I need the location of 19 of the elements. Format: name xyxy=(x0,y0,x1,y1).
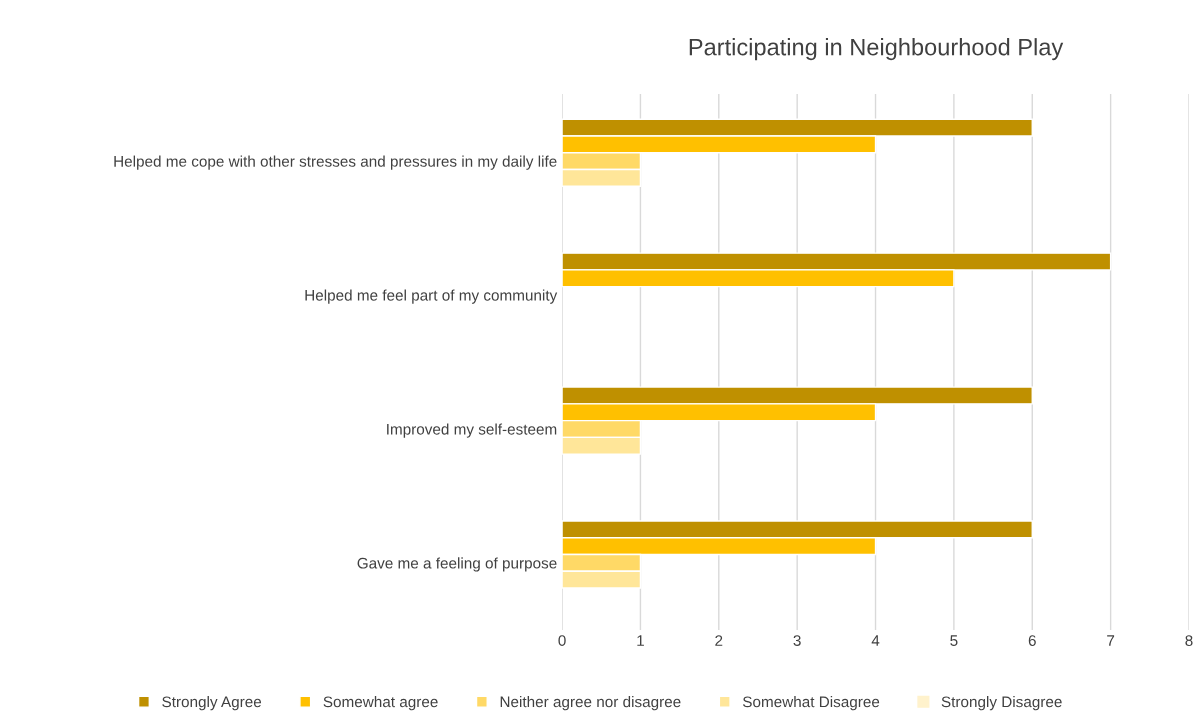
x-tick-label: 1 xyxy=(637,635,644,646)
y-tick-label: Helped me feel part of my community xyxy=(305,289,558,304)
x-tick-label: 8 xyxy=(1185,635,1193,646)
x-tick-label: 6 xyxy=(1028,635,1036,646)
chart-title: Participating in Neighbourhood Play xyxy=(689,38,1064,61)
legend-label: Somewhat Disagree xyxy=(742,696,880,711)
x-tick-label: 4 xyxy=(871,635,880,646)
y-tick-label: Helped me cope with other stresses and pressures in my daily life xyxy=(114,155,557,170)
x-tick-label: 5 xyxy=(950,635,958,646)
x-tick-label: 3 xyxy=(793,635,801,646)
x-tick-label: 0 xyxy=(558,635,566,646)
legend-label: Neither agree nor disagree xyxy=(500,696,681,711)
x-tick-label: 7 xyxy=(1107,635,1115,646)
x-tick-label: 2 xyxy=(715,635,723,646)
legend-label: Strongly Agree xyxy=(162,696,262,711)
legend-label: Strongly Disagree xyxy=(941,696,1062,711)
legend-label: Somewhat agree xyxy=(323,696,438,711)
y-tick-label: Improved my self-esteem xyxy=(387,423,557,438)
y-tick-label: Gave me a feeling of purpose xyxy=(357,557,557,572)
